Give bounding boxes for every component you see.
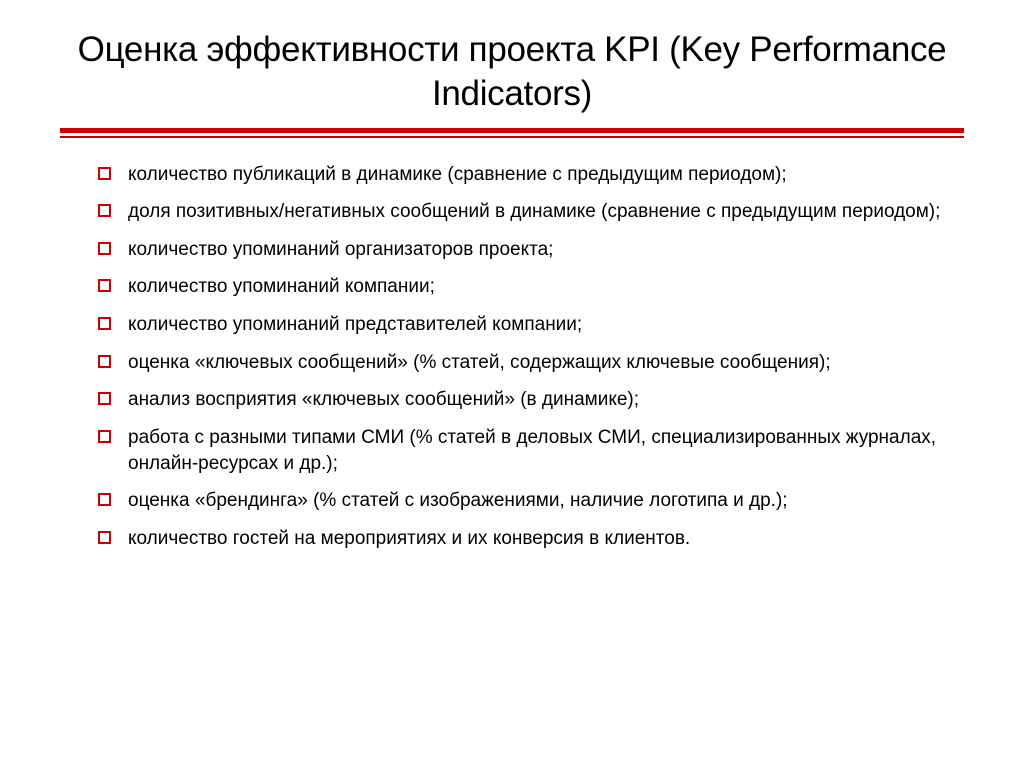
bullet-text: оценка «брендинга» (% статей с изображен…: [128, 490, 788, 511]
slide-container: Оценка эффективности проекта KPI (Key Pe…: [0, 0, 1024, 768]
square-bullet-icon: [98, 242, 111, 255]
square-bullet-icon: [98, 204, 111, 217]
square-bullet-icon: [98, 493, 111, 506]
slide-title: Оценка эффективности проекта KPI (Key Pe…: [60, 28, 964, 116]
square-bullet-icon: [98, 430, 111, 443]
underline-thin: [60, 136, 964, 138]
square-bullet-icon: [98, 355, 111, 368]
bullet-item: работа с разными типами СМИ (% статей в …: [98, 425, 964, 476]
square-bullet-icon: [98, 317, 111, 330]
bullet-text: количество упоминаний компании;: [128, 276, 435, 297]
bullet-item: количество упоминаний организаторов прое…: [98, 237, 964, 263]
bullet-text: работа с разными типами СМИ (% статей в …: [128, 427, 936, 474]
bullet-text: количество упоминаний организаторов прое…: [128, 239, 553, 260]
bullet-item: количество публикаций в динамике (сравне…: [98, 162, 964, 188]
bullet-item: доля позитивных/негативных сообщений в д…: [98, 199, 964, 225]
bullet-text: оценка «ключевых сообщений» (% статей, с…: [128, 352, 831, 373]
bullet-item: оценка «брендинга» (% статей с изображен…: [98, 488, 964, 514]
bullet-item: количество гостей на мероприятиях и их к…: [98, 526, 964, 552]
bullet-item: количество упоминаний представителей ком…: [98, 312, 964, 338]
bullet-item: количество упоминаний компании;: [98, 274, 964, 300]
square-bullet-icon: [98, 531, 111, 544]
underline-thick: [60, 128, 964, 133]
bullet-text: количество публикаций в динамике (сравне…: [128, 164, 787, 185]
bullet-text: анализ восприятия «ключевых сообщений» (…: [128, 389, 639, 410]
title-underline: [60, 128, 964, 140]
bullet-text: количество гостей на мероприятиях и их к…: [128, 528, 690, 549]
bullet-item: оценка «ключевых сообщений» (% статей, с…: [98, 350, 964, 376]
bullet-item: анализ восприятия «ключевых сообщений» (…: [98, 387, 964, 413]
square-bullet-icon: [98, 167, 111, 180]
bullet-list: количество публикаций в динамике (сравне…: [60, 162, 964, 552]
bullet-text: доля позитивных/негативных сообщений в д…: [128, 201, 940, 222]
square-bullet-icon: [98, 392, 111, 405]
bullet-text: количество упоминаний представителей ком…: [128, 314, 582, 335]
square-bullet-icon: [98, 279, 111, 292]
